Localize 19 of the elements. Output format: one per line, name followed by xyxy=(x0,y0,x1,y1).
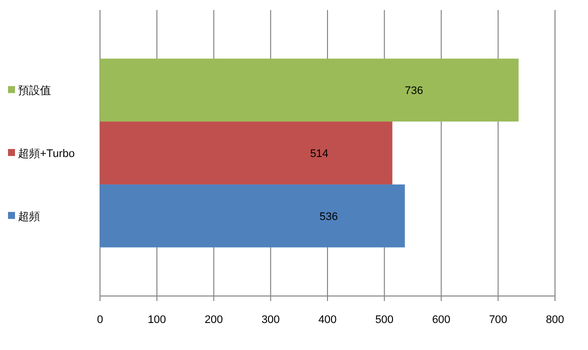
x-tick-label: 100 xyxy=(148,314,166,326)
plot: 0 100 200 300 400 500 600 700 800 736 514 536 xyxy=(96,10,564,326)
data-label: 736 xyxy=(404,85,424,98)
data-label: 514 xyxy=(310,148,328,160)
x-tick-label: 500 xyxy=(375,314,394,326)
bar xyxy=(100,58,519,122)
x-tick-label: 300 xyxy=(261,314,280,326)
x-tick-label: 200 xyxy=(204,314,223,326)
data-label: 536 xyxy=(319,210,338,223)
legend-label: 預設值 xyxy=(18,84,51,98)
x-tick-label: 600 xyxy=(432,314,450,326)
bar xyxy=(100,184,405,248)
x-tick-label: 800 xyxy=(546,314,564,326)
legend-label: 超頻 xyxy=(18,210,40,223)
x-tick-label: 0 xyxy=(96,314,104,326)
x-tick-label: 700 xyxy=(488,314,508,326)
legend-label: 超頻+Turbo xyxy=(18,148,75,160)
bar xyxy=(100,122,392,184)
x-tick-label: 400 xyxy=(318,314,337,326)
